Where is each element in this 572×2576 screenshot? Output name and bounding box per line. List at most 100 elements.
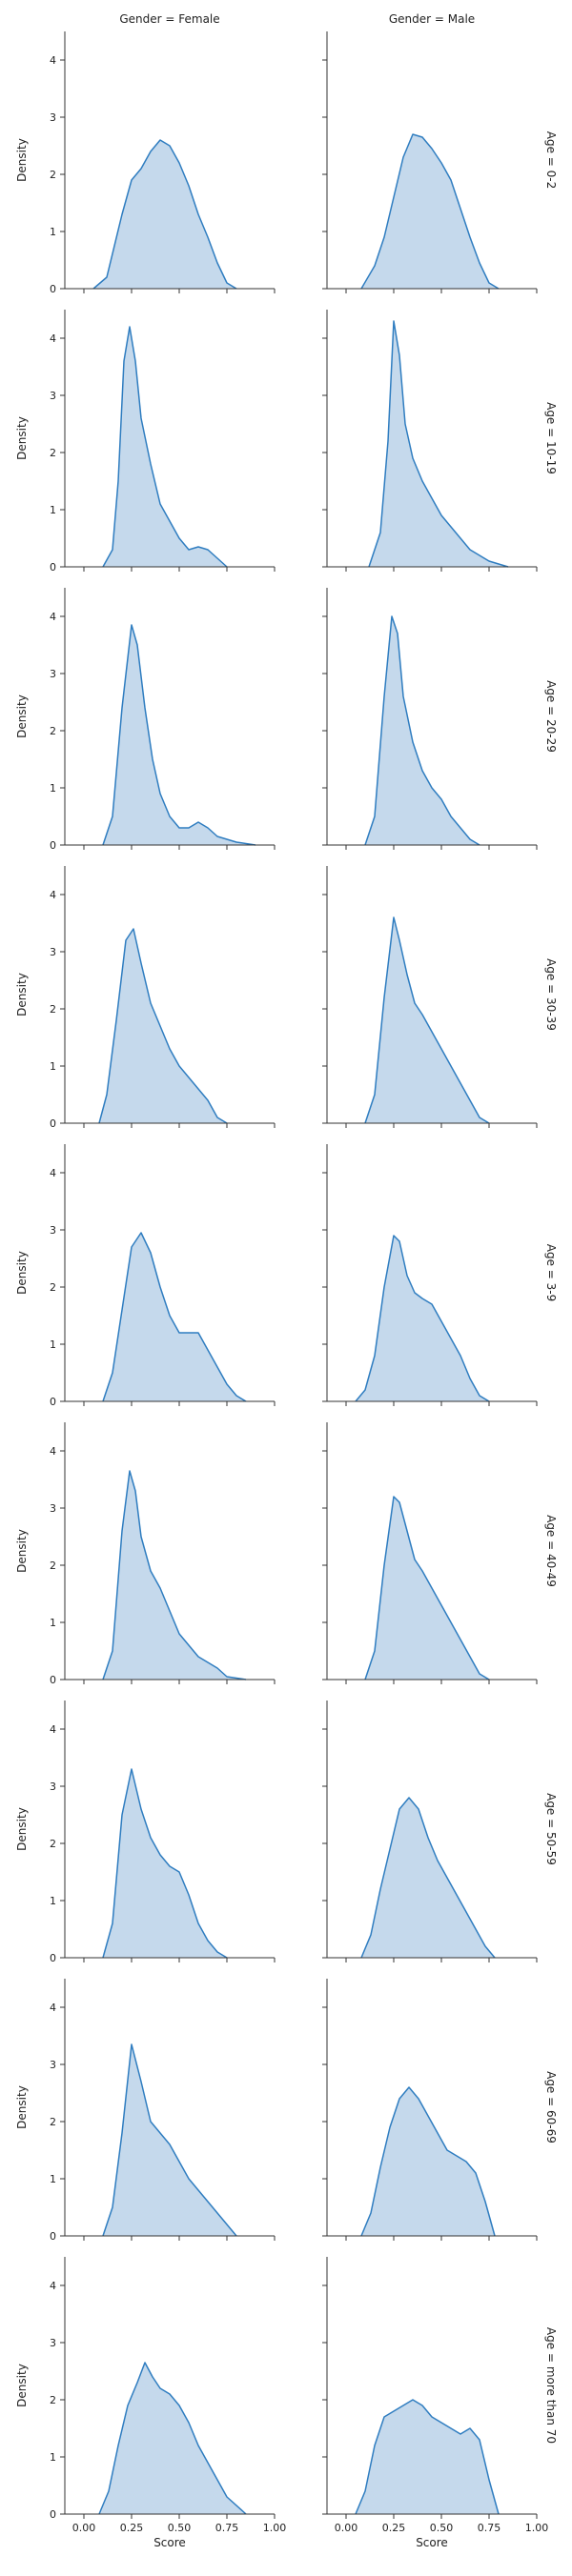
x-tick-label: 0.25 (382, 2522, 406, 2534)
x-tick-label: 0.75 (478, 2522, 501, 2534)
row-facet-title: Age = 60-69 (544, 2071, 558, 2143)
y-tick-label: 4 (50, 1723, 56, 1736)
x-tick-label: 1.00 (263, 2522, 287, 2534)
y-tick-label: 3 (50, 946, 56, 958)
y-tick-label: 0 (50, 2230, 56, 2243)
y-tick-label: 4 (50, 611, 56, 623)
row-facet-title: Age = 10-19 (544, 402, 558, 474)
y-tick-label: 0 (50, 561, 56, 574)
density-area (103, 625, 255, 845)
y-tick-label: 2 (50, 447, 56, 459)
row-facet-title: Age = 50-59 (544, 1793, 558, 1865)
density-line (364, 916, 490, 1124)
y-tick-label: 0 (50, 1117, 56, 1130)
y-axis-label: Density (15, 694, 29, 738)
density-area (99, 2363, 246, 2514)
y-tick-label: 3 (50, 1502, 56, 1515)
density-line (355, 2399, 500, 2515)
x-tick-label: 1.00 (525, 2522, 549, 2534)
column-facet-title: Gender = Female (119, 12, 219, 26)
y-tick-label: 3 (50, 668, 56, 680)
density-area (93, 140, 236, 289)
x-tick-label: 0.00 (72, 2522, 96, 2534)
y-tick-label: 2 (50, 1003, 56, 1016)
y-axis-label: Density (15, 416, 29, 460)
row-facet-title: Age = 0-2 (544, 131, 558, 190)
density-line (102, 1232, 247, 1402)
row-facet-title: Age = 3-9 (544, 1244, 558, 1302)
density-area (103, 2044, 236, 2236)
y-tick-label: 1 (50, 226, 56, 238)
y-tick-label: 0 (50, 1674, 56, 1686)
density-area (365, 616, 480, 845)
y-tick-label: 3 (50, 1781, 56, 1793)
density-area (356, 1236, 489, 1401)
y-tick-label: 0 (50, 2508, 56, 2521)
x-tick-label: 0.50 (168, 2522, 192, 2534)
y-tick-label: 4 (50, 1445, 56, 1458)
y-tick-label: 4 (50, 889, 56, 901)
x-axis-label: Score (416, 2536, 448, 2549)
y-axis-label: Density (15, 1251, 29, 1295)
y-tick-label: 3 (50, 2059, 56, 2071)
y-tick-label: 2 (50, 1560, 56, 1572)
density-line (364, 615, 480, 846)
y-tick-label: 1 (50, 2173, 56, 2185)
y-tick-label: 1 (50, 1617, 56, 1629)
y-tick-label: 2 (50, 169, 56, 181)
density-line (364, 1496, 490, 1680)
y-tick-label: 2 (50, 725, 56, 737)
density-area (365, 917, 489, 1123)
y-tick-label: 4 (50, 54, 56, 67)
y-axis-label: Density (15, 973, 29, 1016)
y-axis-label: Density (15, 138, 29, 182)
y-tick-label: 4 (50, 2280, 56, 2292)
y-tick-label: 2 (50, 1281, 56, 1294)
y-tick-label: 1 (50, 1060, 56, 1073)
y-tick-label: 3 (50, 390, 56, 402)
x-axis-label: Score (153, 2536, 186, 2549)
y-axis-label: Density (15, 2085, 29, 2129)
y-tick-label: 2 (50, 1838, 56, 1850)
y-tick-label: 3 (50, 1224, 56, 1237)
column-facet-title: Gender = Male (389, 12, 475, 26)
density-line (102, 2043, 237, 2237)
density-line (360, 133, 500, 290)
density-line (360, 1797, 496, 1959)
density-line (92, 139, 237, 290)
density-area (99, 929, 227, 1123)
y-axis-label: Density (15, 1807, 29, 1851)
density-line (360, 2086, 496, 2237)
density-line (98, 928, 228, 1124)
y-tick-label: 0 (50, 1952, 56, 1964)
x-tick-label: 0.50 (430, 2522, 454, 2534)
density-line (102, 1470, 247, 1680)
y-tick-label: 4 (50, 1167, 56, 1179)
row-facet-title: Age = more than 70 (544, 2327, 558, 2444)
y-tick-label: 0 (50, 283, 56, 295)
row-facet-title: Age = 40-49 (544, 1515, 558, 1587)
density-area (361, 1798, 495, 1958)
y-tick-label: 2 (50, 2116, 56, 2128)
y-axis-label: Density (15, 2364, 29, 2407)
x-tick-label: 0.25 (120, 2522, 144, 2534)
y-tick-label: 3 (50, 111, 56, 124)
y-tick-label: 4 (50, 2002, 56, 2014)
density-area (103, 1769, 227, 1958)
y-tick-label: 1 (50, 2451, 56, 2464)
density-line (102, 326, 228, 568)
y-tick-label: 0 (50, 839, 56, 852)
y-tick-label: 3 (50, 2337, 56, 2349)
density-line (102, 624, 256, 846)
density-area (365, 1497, 489, 1680)
x-tick-label: 0.75 (215, 2522, 239, 2534)
y-tick-label: 1 (50, 504, 56, 516)
density-area (356, 2400, 499, 2514)
y-tick-label: 0 (50, 1396, 56, 1408)
y-tick-label: 1 (50, 1895, 56, 1907)
y-axis-label: Density (15, 1529, 29, 1573)
y-tick-label: 1 (50, 1338, 56, 1351)
density-line (102, 1768, 228, 1959)
